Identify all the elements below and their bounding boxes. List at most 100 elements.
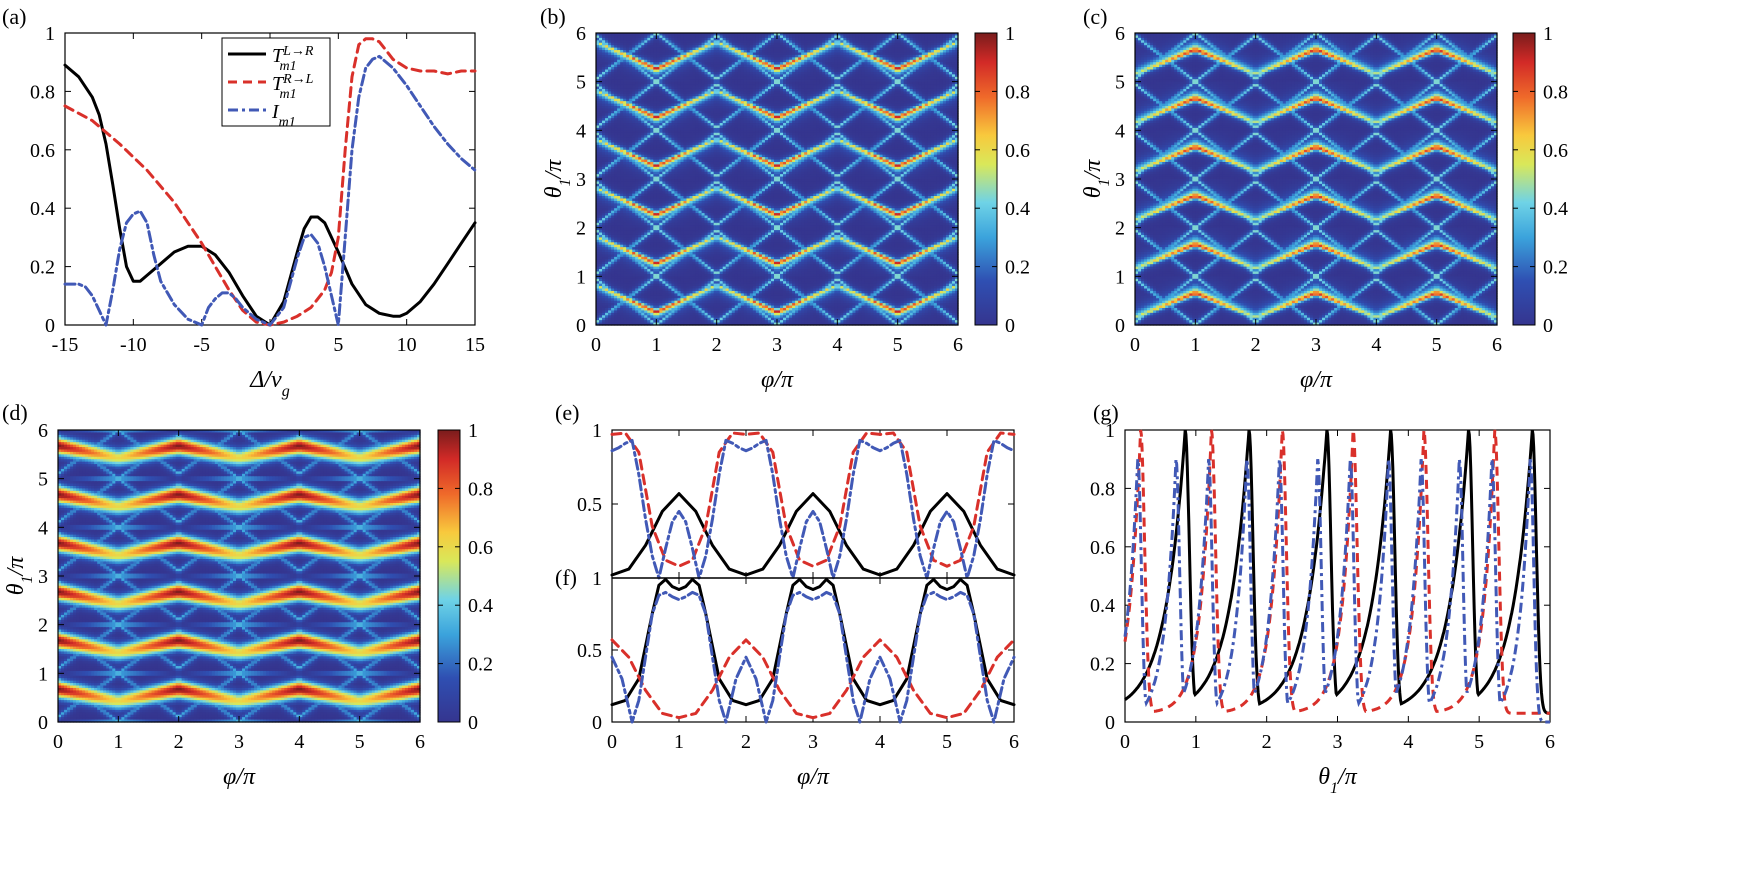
heat-cell bbox=[599, 269, 603, 273]
heat-cell bbox=[647, 217, 651, 221]
heat-cell bbox=[644, 93, 648, 97]
heat-cell bbox=[650, 108, 654, 112]
heat-cell bbox=[611, 76, 615, 80]
heat-cell bbox=[635, 69, 639, 73]
heat-cell bbox=[599, 222, 603, 226]
heat-cell bbox=[602, 113, 606, 117]
heat-cell bbox=[608, 315, 612, 319]
heat-cell bbox=[623, 135, 627, 139]
heat-cell bbox=[623, 179, 627, 183]
heat-cell bbox=[611, 242, 615, 246]
heat-cell bbox=[626, 113, 630, 117]
heat-cell bbox=[605, 161, 609, 165]
heat-cell bbox=[626, 217, 630, 221]
heat-cell bbox=[617, 98, 621, 102]
heat-cell bbox=[611, 254, 615, 258]
heat-cell bbox=[638, 57, 642, 61]
heat-cell bbox=[596, 120, 600, 124]
heat-cell bbox=[614, 307, 618, 311]
heat-cell bbox=[629, 181, 633, 185]
heat-cell bbox=[647, 239, 651, 243]
heat-cell bbox=[644, 130, 648, 134]
heat-cell bbox=[596, 200, 600, 204]
heat-cell bbox=[599, 169, 603, 173]
heat-cell bbox=[620, 47, 624, 51]
x-tick-label: 5 bbox=[333, 334, 343, 356]
heat-cell bbox=[620, 266, 624, 270]
heat-cell bbox=[629, 281, 633, 285]
heat-cell bbox=[602, 140, 606, 144]
heat-cell bbox=[641, 74, 645, 78]
heat-cell bbox=[623, 127, 627, 131]
heat-cell bbox=[632, 269, 636, 273]
heat-cell bbox=[623, 198, 627, 202]
heat-cell bbox=[614, 174, 618, 178]
heat-cell bbox=[629, 42, 633, 46]
heat-cell bbox=[629, 183, 633, 187]
heat-cell bbox=[617, 269, 621, 273]
heat-cell bbox=[632, 220, 636, 224]
heat-cell bbox=[629, 179, 633, 183]
x-axis-title: Δ/vg bbox=[249, 367, 289, 400]
heat-cell bbox=[632, 169, 636, 173]
heat-cell bbox=[629, 135, 633, 139]
heat-cell bbox=[632, 215, 636, 219]
heat-cell bbox=[599, 120, 603, 124]
heat-cell bbox=[605, 157, 609, 161]
heat-cell bbox=[605, 288, 609, 292]
heat-cell bbox=[596, 312, 600, 316]
heat-cell bbox=[650, 137, 654, 141]
heat-cell bbox=[644, 266, 648, 270]
heat-cell bbox=[608, 59, 612, 63]
heat-cell bbox=[605, 312, 609, 316]
heat-cell bbox=[650, 135, 654, 139]
heat-cell bbox=[611, 127, 615, 131]
heat-cell bbox=[641, 159, 645, 163]
heat-cell bbox=[626, 290, 630, 294]
heat-cell bbox=[617, 295, 621, 299]
heat-cell bbox=[641, 256, 645, 260]
heat-cell bbox=[629, 232, 633, 236]
heat-cell bbox=[629, 123, 633, 127]
heat-cell bbox=[638, 281, 642, 285]
heat-cell bbox=[599, 164, 603, 168]
heat-cell bbox=[614, 320, 618, 324]
heat-cell bbox=[605, 186, 609, 190]
heat-cell bbox=[605, 118, 609, 122]
heat-cell bbox=[638, 300, 642, 304]
heat-cell bbox=[620, 57, 624, 61]
heat-cell bbox=[632, 35, 636, 39]
heat-cell bbox=[602, 35, 606, 39]
heat-cell bbox=[629, 264, 633, 268]
heat-cell bbox=[647, 88, 651, 92]
heat-cell bbox=[617, 71, 621, 75]
heat-cell bbox=[608, 140, 612, 144]
heat-cell bbox=[611, 225, 615, 229]
heat-cell bbox=[635, 152, 639, 156]
heat-cell bbox=[644, 232, 648, 236]
heat-cell bbox=[635, 123, 639, 127]
heat-cell bbox=[599, 64, 603, 68]
heat-cell bbox=[644, 45, 648, 49]
heat-cell bbox=[644, 259, 648, 263]
heat-cell bbox=[602, 47, 606, 51]
heat-cell bbox=[641, 62, 645, 66]
heat-cell bbox=[614, 310, 618, 314]
heat-cell bbox=[620, 166, 624, 170]
heat-cell bbox=[608, 144, 612, 148]
heat-cell bbox=[602, 196, 606, 200]
heat-cell bbox=[596, 113, 600, 117]
heat-cell bbox=[641, 244, 645, 248]
heat-cell bbox=[614, 154, 618, 158]
heat-cell bbox=[635, 33, 639, 37]
heat-cell bbox=[638, 261, 642, 265]
heat-cell bbox=[641, 98, 645, 102]
heat-cell bbox=[629, 64, 633, 68]
heat-cell bbox=[602, 132, 606, 136]
heat-cell bbox=[614, 293, 618, 297]
heat-cell bbox=[626, 222, 630, 226]
heat-cell bbox=[608, 276, 612, 280]
heat-cell bbox=[626, 227, 630, 231]
heat-cell bbox=[596, 57, 600, 61]
heat-cell bbox=[638, 222, 642, 226]
